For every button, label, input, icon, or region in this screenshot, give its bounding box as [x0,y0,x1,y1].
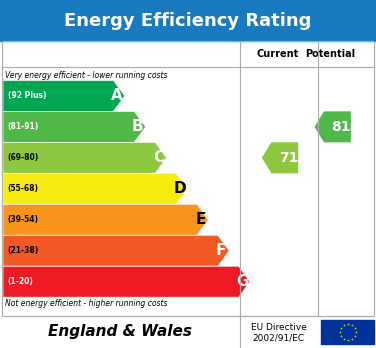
Text: (1-20): (1-20) [8,277,33,286]
Text: F: F [216,243,226,258]
Polygon shape [3,111,146,142]
Text: Current: Current [256,49,299,59]
Text: (21-38): (21-38) [8,246,39,255]
Polygon shape [3,142,167,173]
Polygon shape [314,111,351,142]
Text: A: A [111,88,123,103]
Text: Potential: Potential [305,49,355,59]
Polygon shape [3,173,187,204]
Polygon shape [3,266,250,297]
Text: Energy Efficiency Rating: Energy Efficiency Rating [64,11,312,30]
Bar [321,321,374,343]
Text: Not energy efficient - higher running costs: Not energy efficient - higher running co… [5,299,167,308]
Text: C: C [153,150,164,165]
Text: 71: 71 [279,151,298,165]
Polygon shape [3,204,208,235]
Text: 81: 81 [331,120,351,134]
Text: EU Directive: EU Directive [251,323,307,332]
Text: (69-80): (69-80) [8,153,39,162]
Text: D: D [173,181,186,196]
Text: (39-54): (39-54) [8,215,38,224]
Text: 2002/91/EC: 2002/91/EC [253,333,305,342]
Text: (92 Plus): (92 Plus) [8,92,46,100]
Text: B: B [132,119,144,134]
Text: England & Wales: England & Wales [48,324,192,340]
Polygon shape [3,235,229,266]
Text: G: G [236,274,249,289]
Polygon shape [262,142,298,173]
Text: E: E [195,212,206,227]
Bar [2,41,374,316]
Text: (81-91): (81-91) [8,122,39,131]
Polygon shape [3,80,125,111]
Bar [0,0,376,41]
Text: Very energy efficient - lower running costs: Very energy efficient - lower running co… [5,71,167,80]
Text: (55-68): (55-68) [8,184,38,193]
